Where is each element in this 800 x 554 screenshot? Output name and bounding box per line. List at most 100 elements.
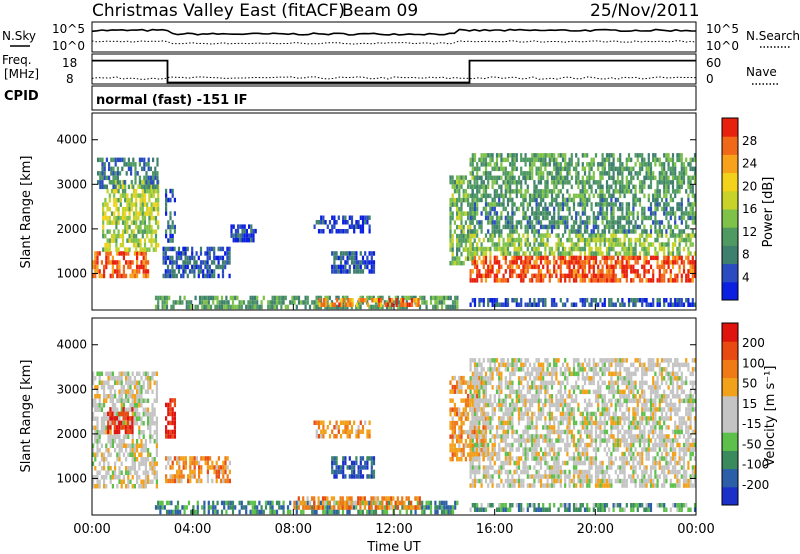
power-cell-14: [555, 162, 558, 167]
velocity-cell-7: [317, 496, 320, 501]
velocity-cell-0: [116, 452, 119, 457]
power-cell-10: [458, 238, 461, 243]
power-cell-13: [667, 220, 670, 225]
power-cell-7: [372, 260, 376, 265]
velocity-cell-0: [144, 470, 147, 475]
velocity-cell-9: [487, 456, 490, 461]
power-cell-1: [143, 197, 147, 203]
power-cell-7: [344, 264, 347, 270]
power-cell-10: [456, 211, 459, 216]
power-cell-1: [102, 206, 105, 212]
power-cell-6: [368, 215, 371, 220]
power-cell-14: [546, 175, 549, 181]
power-cell-13: [557, 211, 560, 216]
power-cell-2: [156, 162, 159, 167]
power-cell-13: [473, 215, 477, 221]
velocity-cell-8: [467, 402, 470, 408]
power-cell-7: [339, 269, 343, 274]
velocity-cell-0: [151, 389, 154, 394]
velocity-cell-0: [98, 434, 101, 439]
power-cell-14: [531, 157, 534, 163]
velocity-cell-8: [467, 443, 470, 448]
power-cell-11: [553, 264, 556, 270]
velocity-cell-5: [353, 460, 356, 466]
velocity-cell-0: [92, 479, 95, 484]
power-cell-15: [504, 302, 507, 307]
power-cell-3: [162, 251, 165, 256]
velocity-cell-6: [176, 509, 180, 515]
velocity-cell-9: [506, 442, 510, 448]
power-cell-6: [364, 220, 367, 225]
velocity-cell-0: [140, 443, 143, 448]
power-cell-11: [577, 260, 580, 265]
power-cell-14: [553, 166, 556, 172]
power-cell-13: [478, 224, 481, 230]
velocity-cell-7: [418, 505, 421, 510]
power-cell-2: [97, 171, 100, 176]
power-cell-0: [142, 255, 145, 261]
power-cell-14: [559, 153, 562, 158]
power-cell-11: [616, 260, 620, 265]
power-cell-2: [132, 162, 135, 167]
power-cell-2: [154, 175, 157, 181]
velocity-cell-2: [198, 478, 201, 484]
velocity-cell-6: [456, 500, 459, 506]
power-cell-6: [344, 215, 347, 220]
power-cell-1: [104, 215, 107, 221]
power-cell-11: [513, 269, 516, 274]
velocity-cell-0: [151, 407, 154, 412]
power-cell-0: [120, 251, 123, 256]
power-cell-12: [489, 237, 492, 243]
velocity-cell-2: [200, 469, 203, 475]
velocity-cell-0: [114, 407, 117, 412]
power-cell-4: [167, 197, 170, 203]
power-cell-14: [663, 171, 666, 176]
power-cell-12: [557, 246, 560, 252]
velocity-cell-6: [181, 505, 184, 510]
power-cell-8: [220, 304, 224, 310]
velocity-cell-0: [103, 452, 106, 457]
velocity-cell-0: [144, 448, 147, 453]
velocity-cell-0: [147, 385, 150, 390]
power-cell-12: [654, 251, 657, 256]
velocity-cell-2: [224, 465, 227, 470]
power-cell-1: [130, 197, 133, 203]
velocity-cell-0: [96, 448, 99, 453]
velocity-cell-6: [179, 509, 182, 515]
power-cell-1: [132, 242, 136, 248]
velocity-cell-0: [118, 434, 121, 439]
velocity-cell-0: [122, 434, 125, 439]
velocity-cell-8: [480, 429, 483, 435]
velocity-cell-8: [460, 438, 463, 444]
power-cell-1: [124, 211, 127, 216]
power-cell-11: [625, 264, 628, 270]
power-cell-3: [197, 255, 200, 261]
power-cell-10: [449, 202, 452, 207]
power-cell-13: [619, 202, 622, 207]
power-cell-7: [344, 251, 347, 256]
velocity-cell-6: [425, 500, 428, 506]
power-cell-7: [337, 255, 340, 261]
velocity-cell-8: [458, 416, 461, 421]
power-cell-6: [344, 229, 347, 234]
power-cell-14: [539, 166, 543, 172]
velocity-cell-0: [96, 407, 99, 412]
power-cell-1: [126, 229, 129, 234]
velocity-cell-6: [216, 509, 219, 515]
power-cell-11: [579, 278, 582, 283]
power-cell-13: [546, 206, 549, 212]
power-cell-13: [561, 220, 565, 225]
power-cell-0: [109, 251, 112, 256]
velocity-cell-9: [504, 478, 507, 484]
power-cell-12: [544, 233, 547, 238]
power-cell-13: [685, 224, 688, 230]
power-cell-14: [493, 175, 496, 181]
power-cell-0: [92, 273, 95, 279]
power-cell-1: [126, 206, 129, 212]
power-cell-12: [594, 251, 598, 256]
power-cell-11: [539, 260, 543, 265]
power-cell-14: [513, 162, 516, 167]
velocity-cell-0: [133, 412, 136, 417]
velocity-cell-9: [471, 483, 474, 488]
power-cell-6: [364, 215, 367, 220]
